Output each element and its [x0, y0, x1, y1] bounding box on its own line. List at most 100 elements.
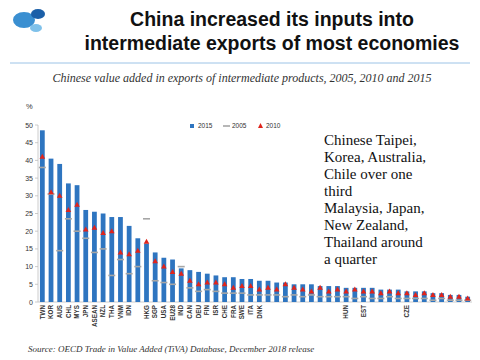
x-tick-label: CHL — [65, 305, 72, 318]
dash-marker — [256, 294, 263, 296]
legend-swatch — [258, 123, 263, 128]
triangle-marker — [456, 294, 462, 299]
y-tick — [35, 248, 38, 249]
triangle-marker — [135, 248, 141, 253]
triangle-marker — [109, 228, 115, 233]
x-tick-label: ISR — [212, 305, 219, 316]
legend-label: 2010 — [266, 122, 281, 129]
triangle-marker — [335, 287, 341, 292]
triangle-marker — [413, 292, 419, 297]
dash-marker — [169, 283, 176, 285]
dash-marker — [282, 296, 289, 298]
bar — [205, 274, 210, 302]
dash-marker — [343, 296, 350, 298]
x-tick-label: CAN — [186, 305, 193, 319]
bar — [335, 286, 340, 302]
dash-marker — [230, 292, 237, 294]
triangle-marker — [74, 202, 80, 207]
y-tick — [35, 213, 38, 214]
subtitle: Chinese value added in exports of interm… — [52, 71, 431, 85]
y-tick — [35, 125, 38, 126]
bar — [127, 226, 132, 302]
bar — [370, 288, 375, 302]
dash-marker — [447, 299, 454, 301]
y-tick — [35, 302, 38, 303]
y-tick-label: 15 — [25, 245, 33, 252]
dash-marker — [65, 218, 72, 220]
dash-marker — [56, 250, 63, 252]
x-tick-label: SGP — [151, 305, 158, 318]
triangle-marker — [48, 189, 54, 194]
x-tick-label: CZE — [403, 305, 410, 318]
bar — [196, 272, 201, 302]
triangle-marker — [40, 154, 46, 159]
dash-marker — [195, 291, 202, 293]
triangle-marker — [283, 281, 289, 286]
triangle-marker — [430, 292, 436, 297]
y-tick — [35, 266, 38, 267]
triangle-marker — [291, 285, 297, 290]
bar — [188, 270, 193, 302]
x-tick-label: IDN — [125, 305, 132, 316]
triangle-marker — [126, 251, 132, 256]
x-tick-label: KOR — [47, 305, 54, 319]
annotation-line: Chile over one — [324, 166, 413, 182]
x-tick-label: ITA — [247, 305, 254, 315]
y-tick — [35, 195, 38, 196]
y-tick-label: 0 — [29, 299, 33, 306]
bar — [83, 210, 88, 302]
dash-marker — [247, 294, 254, 296]
x-tick-label: VNM — [117, 305, 124, 319]
x-tick-label: HKG — [143, 305, 150, 319]
bar — [248, 279, 253, 302]
bar — [361, 288, 366, 302]
triangle-marker — [213, 280, 219, 285]
triangle-marker — [239, 283, 245, 288]
x-tick-label: EU28 — [169, 305, 176, 321]
triangle-marker — [309, 288, 315, 293]
dash-marker — [39, 167, 46, 169]
dash-marker — [82, 237, 89, 239]
annotation-line: Korea, Australia, — [324, 149, 426, 165]
bar — [66, 183, 71, 302]
dash-marker — [74, 230, 81, 232]
x-tick-label: TWN — [39, 305, 46, 320]
dash-marker — [429, 299, 436, 301]
triangle-marker — [274, 287, 280, 292]
dash-marker — [421, 298, 428, 300]
dash-marker — [377, 298, 384, 300]
triangle-marker — [387, 288, 393, 293]
dash-marker — [325, 296, 332, 298]
triangle-marker — [352, 287, 358, 292]
dash-marker — [91, 252, 98, 254]
bar — [153, 252, 158, 302]
bar — [179, 268, 184, 302]
bar — [49, 159, 54, 302]
x-tick-label: ASEAN — [91, 305, 98, 327]
dash-marker — [455, 299, 462, 301]
dash-marker — [369, 298, 376, 300]
bar — [344, 288, 349, 302]
legend-label: 2005 — [232, 122, 247, 129]
bar — [57, 164, 62, 302]
bar — [92, 212, 97, 302]
triangle-marker — [300, 287, 306, 292]
logo — [13, 9, 45, 32]
triangle-marker — [369, 288, 375, 293]
annotation-line: a quarter — [324, 251, 377, 267]
dash-marker — [108, 275, 115, 277]
dash-marker — [273, 294, 280, 296]
bar — [240, 279, 245, 302]
logo-shape — [31, 9, 45, 19]
dash-marker — [299, 296, 306, 298]
dash-marker — [126, 273, 133, 275]
triangle-marker — [161, 264, 167, 269]
dash-marker — [317, 296, 324, 298]
triangle-marker — [248, 283, 254, 288]
y-tick-label: 45 — [25, 139, 33, 146]
annotation-line: Chinese Taipei, — [324, 132, 417, 148]
annotation-box — [320, 128, 472, 274]
legend-swatch — [190, 124, 194, 128]
dash-marker — [204, 289, 211, 291]
y-tick-label: 20 — [25, 228, 33, 235]
